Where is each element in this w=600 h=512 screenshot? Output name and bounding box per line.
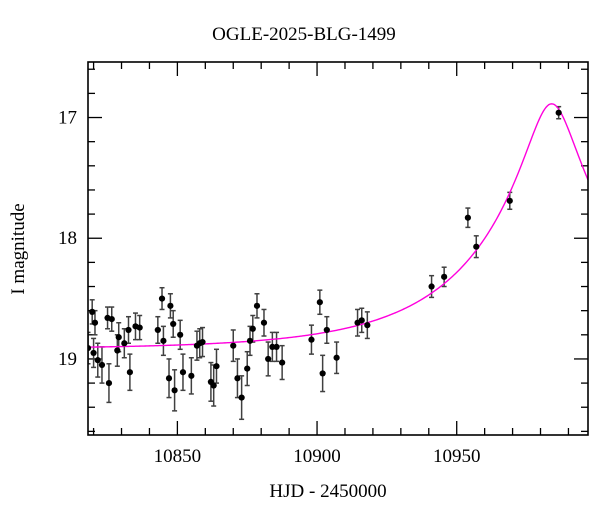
data-point: [170, 320, 177, 328]
data-point: [213, 363, 220, 370]
data-point: [114, 347, 121, 354]
data-point: [89, 308, 96, 315]
data-point: [105, 379, 113, 387]
data-point: [319, 370, 326, 377]
plot-layers: 10850 10900 10950 17 18 19: [58, 62, 588, 467]
data-point: [244, 365, 251, 372]
data-point: [364, 322, 371, 329]
tick-labels: 10850 10900 10950 17 18 19: [58, 108, 480, 467]
data-point: [108, 316, 115, 323]
data-point: [158, 295, 166, 302]
plot-frame: [87, 61, 589, 436]
data-point: [473, 243, 480, 250]
y-tick-label: 18: [58, 228, 77, 249]
data-point: [260, 319, 268, 326]
data-point: [238, 394, 245, 401]
data-point: [121, 340, 128, 347]
data-point: [230, 342, 237, 349]
data-point: [265, 355, 272, 363]
data-point: [441, 273, 448, 280]
data-point: [188, 372, 195, 379]
data-point: [154, 326, 161, 334]
data-point: [333, 354, 340, 361]
data-point: [115, 334, 122, 341]
data-point: [160, 337, 167, 344]
data-point: [126, 369, 133, 376]
data-point: [253, 302, 261, 309]
x-tick-label: 10850: [154, 446, 202, 467]
data-point: [94, 357, 101, 364]
data-point: [210, 382, 217, 389]
x-tick-label: 10950: [433, 446, 481, 467]
chart-title: OGLE-2025-BLG-1499: [212, 24, 396, 45]
data-point: [279, 359, 286, 366]
data-point: [165, 375, 173, 382]
data-point: [234, 375, 241, 382]
data-point: [464, 214, 471, 221]
data-point: [555, 109, 562, 116]
data-point: [167, 302, 174, 309]
model-curve: [88, 103, 588, 348]
data-point-layer: [88, 109, 562, 401]
data-point: [273, 343, 280, 350]
data-point: [171, 387, 178, 394]
y-tick-label: 19: [58, 349, 77, 370]
data-point: [136, 324, 143, 331]
data-point: [177, 331, 184, 338]
data-point: [90, 349, 97, 357]
y-axis-label: I magnitude: [8, 203, 29, 294]
data-point: [428, 283, 435, 290]
data-point: [358, 317, 365, 324]
data-point: [308, 336, 315, 343]
data-point: [246, 337, 254, 344]
axis-ticks: [88, 62, 588, 435]
x-tick-label: 10900: [293, 446, 341, 467]
x-axis-label: HJD - 2450000: [269, 481, 386, 502]
y-tick-label: 17: [58, 108, 77, 129]
data-point: [249, 325, 256, 332]
data-point: [179, 369, 187, 376]
data-point: [323, 326, 330, 334]
data-point: [125, 326, 132, 334]
data-point: [506, 197, 513, 204]
data-point: [91, 319, 99, 326]
data-point: [199, 338, 206, 346]
data-point: [316, 299, 323, 306]
data-point: [98, 361, 106, 369]
